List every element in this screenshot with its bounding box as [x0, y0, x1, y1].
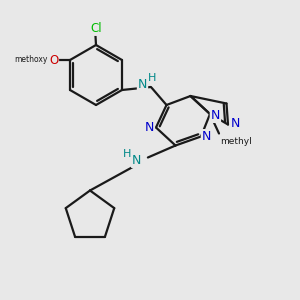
Text: N: N [132, 154, 141, 167]
Text: N: N [211, 109, 220, 122]
Text: H: H [123, 149, 131, 160]
Text: Cl: Cl [90, 22, 102, 35]
Text: N: N [138, 77, 147, 91]
Text: N: N [145, 121, 154, 134]
Text: methoxy: methoxy [14, 56, 47, 64]
Text: N: N [202, 130, 211, 143]
Text: methyl: methyl [220, 137, 252, 146]
Text: N: N [231, 116, 240, 130]
Text: H: H [148, 73, 156, 83]
Text: O: O [49, 53, 58, 67]
